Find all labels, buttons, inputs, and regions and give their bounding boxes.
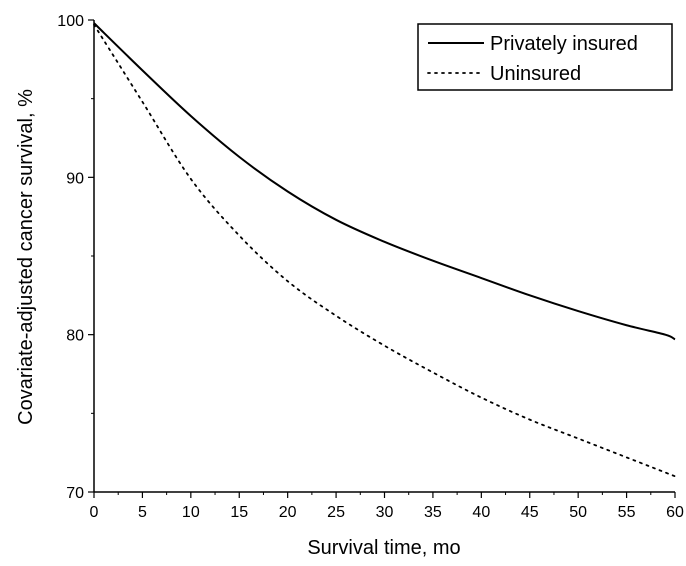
legend: Privately insured Uninsured (417, 23, 673, 91)
x-tick-label: 25 (327, 504, 345, 521)
x-tick-label: 50 (569, 504, 587, 521)
y-tick-label: 70 (66, 485, 84, 502)
series-line-privately-insured (93, 22, 676, 341)
x-tick-label: 40 (472, 504, 490, 521)
y-tick-label: 100 (57, 13, 84, 30)
y-axis-label: Covariate-adjusted cancer survival, % (15, 89, 37, 425)
x-tick-label: 55 (618, 504, 636, 521)
legend-label: Privately insured (490, 33, 638, 55)
x-axis-label: Survival time, mo (307, 537, 460, 559)
x-tick-label: 45 (521, 504, 539, 521)
x-tick-label: 60 (666, 504, 684, 521)
x-tick-label: 10 (182, 504, 200, 521)
x-tick-label: 30 (376, 504, 394, 521)
y-tick-label: 90 (66, 170, 84, 187)
y-tick-label: 80 (66, 328, 84, 345)
x-tick-label: 35 (424, 504, 442, 521)
legend-box (417, 23, 673, 91)
x-tick-label: 20 (279, 504, 297, 521)
axes (93, 20, 675, 493)
ticks: 0 5 10 15 20 25 30 35 40 45 50 55 60 70 80 90 100 (57, 13, 684, 521)
legend-label: Uninsured (490, 63, 581, 85)
series-line-uninsured (93, 23, 676, 478)
series-lines (93, 22, 676, 478)
x-tick-label: 0 (90, 504, 99, 521)
x-tick-label: 5 (138, 504, 147, 521)
x-tick-label: 15 (230, 504, 248, 521)
